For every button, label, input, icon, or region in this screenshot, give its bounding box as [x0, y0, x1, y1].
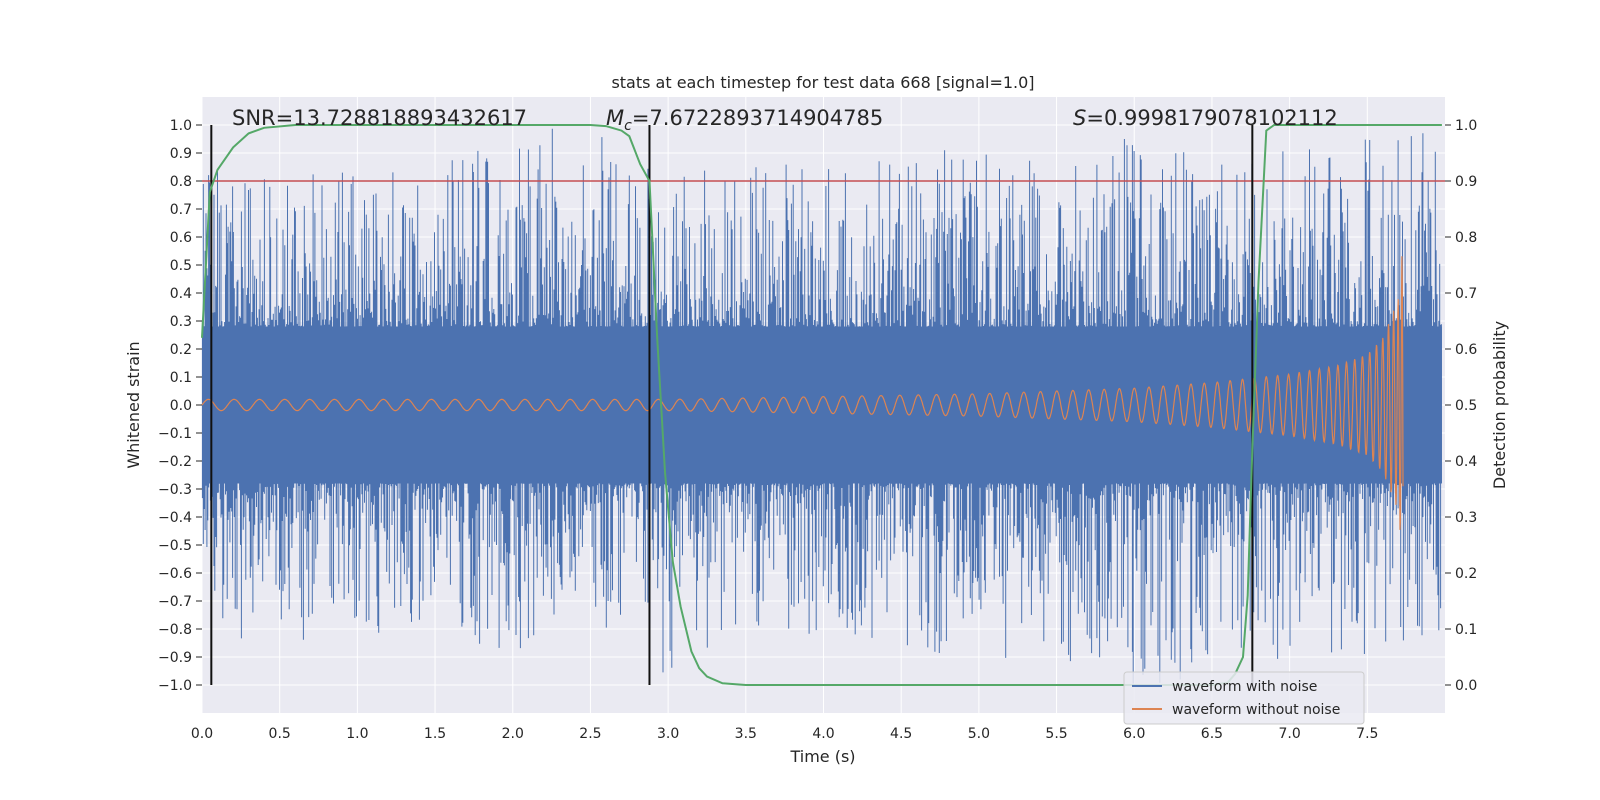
- legend-label-without-noise: waveform without noise: [1172, 702, 1340, 718]
- y-tick-label: 0.4: [170, 286, 192, 302]
- y-tick-label: 0.3: [170, 314, 192, 330]
- y-axis-right-ticks: 1.0 0.9 0.8 0.7 0.6 0.5 0.4 0.3 0.2 0.1 0.0: [1445, 118, 1477, 694]
- y-tick-label: 0.8: [170, 174, 192, 190]
- y-tick-label: 1.0: [170, 118, 192, 134]
- y-tick-label: −0.7: [158, 594, 192, 610]
- chirp-mass-value: =7.6722893714904785: [632, 106, 883, 130]
- y2-tick-label: 0.6: [1455, 342, 1477, 358]
- y-tick-label: −0.5: [158, 538, 192, 554]
- y-axis-label: Whitened strain: [124, 341, 143, 468]
- y2-tick-label: 0.4: [1455, 454, 1477, 470]
- y2-tick-label: 0.5: [1455, 398, 1477, 414]
- y2-axis-label: Detection probability: [1490, 321, 1509, 489]
- x-tick-label: 6.0: [1123, 726, 1145, 742]
- event-vertical-lines: [210, 125, 1254, 685]
- y2-tick-label: 0.1: [1455, 622, 1477, 638]
- x-tick-label: 2.0: [502, 726, 524, 742]
- x-axis-label: Time (s): [789, 747, 855, 766]
- y-tick-label: −0.8: [158, 622, 192, 638]
- y2-tick-label: 0.3: [1455, 510, 1477, 526]
- clean-waveform-path: [201, 256, 1404, 530]
- x-tick-label: 0.5: [269, 726, 291, 742]
- y-tick-label: −0.1: [158, 426, 192, 442]
- y-tick-label: −0.4: [158, 510, 192, 526]
- y2-tick-label: 0.0: [1455, 678, 1477, 694]
- x-tick-label: 7.5: [1356, 726, 1378, 742]
- y2-tick-label: 0.7: [1455, 286, 1477, 302]
- x-tick-label: 7.0: [1278, 726, 1300, 742]
- noise-waveform-core: [202, 326, 1442, 484]
- legend-label-with-noise: waveform with noise: [1172, 679, 1317, 695]
- series-detection-probability: [201, 124, 1442, 686]
- x-tick-label: 6.5: [1201, 726, 1223, 742]
- probability-line: [201, 124, 1442, 686]
- chart-title: stats at each timestep for test data 668…: [611, 73, 1034, 92]
- y-tick-label: 0.2: [170, 342, 192, 358]
- y-tick-label: 0.1: [170, 370, 192, 386]
- y-tick-label: 0.6: [170, 230, 192, 246]
- y-tick-label: 0.9: [170, 146, 192, 162]
- x-tick-label: 3.0: [657, 726, 679, 742]
- x-tick-label: 0.0: [191, 726, 213, 742]
- y-tick-label: −0.9: [158, 650, 192, 666]
- y-tick-label: −0.2: [158, 454, 192, 470]
- s-statistic-value: =0.9998179078102112: [1086, 106, 1337, 130]
- chirp-mass-symbol: M: [606, 106, 624, 130]
- s-statistic-annotation: S=0.9998179078102112: [1073, 106, 1338, 130]
- legend: waveform with noise waveform without noi…: [1123, 671, 1365, 725]
- chirp-mass-annotation: Mc=7.6722893714904785: [606, 106, 883, 134]
- x-tick-label: 1.0: [346, 726, 368, 742]
- x-axis-ticks: 0.0 0.5 1.0 1.5 2.0 2.5 3.0 3.5 4.0 4.5 5.0 5.5 6.0 6…: [191, 726, 1379, 742]
- y-tick-label: 0.5: [170, 258, 192, 274]
- y2-tick-label: 0.8: [1455, 230, 1477, 246]
- snr-annotation: SNR=13.728818893432617: [232, 106, 527, 130]
- chirp-mass-subscript: c: [624, 118, 632, 134]
- y-tick-label: −0.6: [158, 566, 192, 582]
- y-tick-label: 0.0: [170, 398, 192, 414]
- y2-tick-label: 1.0: [1455, 118, 1477, 134]
- series-waveform-without-noise: [201, 256, 1404, 530]
- y-tick-label: −0.3: [158, 482, 192, 498]
- series-waveform-with-noise: [201, 128, 1442, 684]
- x-tick-label: 4.0: [812, 726, 834, 742]
- y-axis-left-ticks: 1.0 0.9 0.8 0.7 0.6 0.5 0.4 0.3 0.2 0.1 0.0 −0.1 −0.…: [158, 118, 202, 694]
- y-tick-label: 0.7: [170, 202, 192, 218]
- x-tick-label: 2.5: [579, 726, 601, 742]
- y2-tick-label: 0.9: [1455, 174, 1477, 190]
- x-tick-label: 4.5: [890, 726, 912, 742]
- x-tick-label: 5.0: [968, 726, 990, 742]
- legend-box: [1123, 671, 1365, 725]
- y2-tick-label: 0.2: [1455, 566, 1477, 582]
- s-statistic-symbol: S: [1073, 106, 1086, 130]
- x-tick-label: 5.5: [1045, 726, 1067, 742]
- x-tick-label: 1.5: [424, 726, 446, 742]
- y-tick-label: −1.0: [158, 678, 192, 694]
- x-tick-label: 3.5: [735, 726, 757, 742]
